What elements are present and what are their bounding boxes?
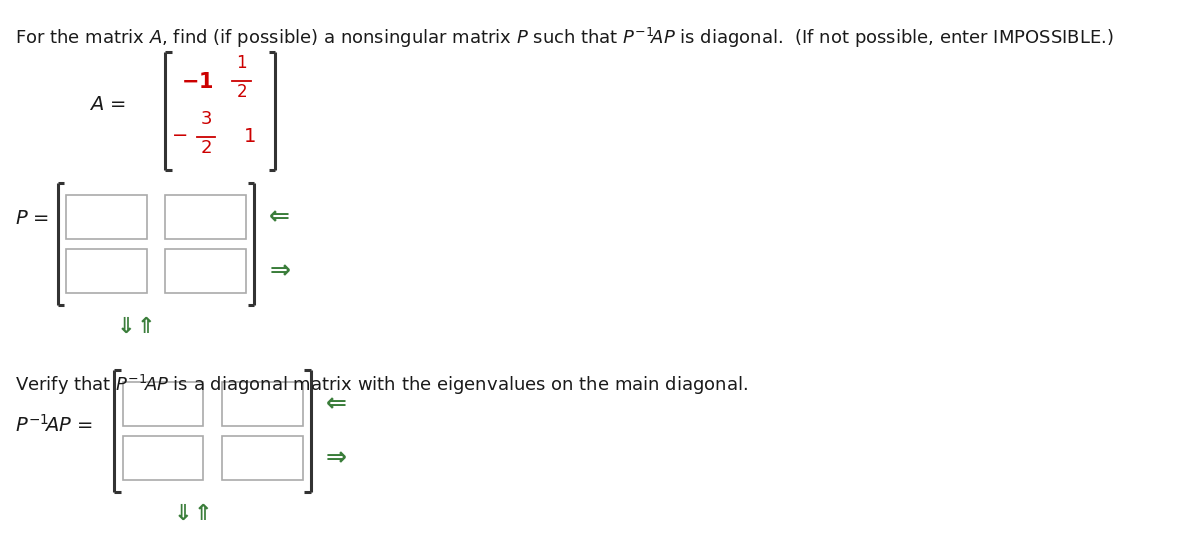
Text: ⇓: ⇓ <box>118 317 136 337</box>
Text: −: − <box>173 127 188 145</box>
Text: ⇐: ⇐ <box>326 392 347 416</box>
Text: ⇑: ⇑ <box>193 504 212 524</box>
Bar <box>166 249 246 293</box>
Bar <box>222 436 302 480</box>
Bar <box>66 249 146 293</box>
Text: $P^{-1}\!AP$ =: $P^{-1}\!AP$ = <box>16 414 94 436</box>
Text: $A$ =: $A$ = <box>89 95 126 114</box>
Text: ⇑: ⇑ <box>137 317 156 337</box>
Text: 2: 2 <box>200 139 211 157</box>
Text: 1: 1 <box>236 54 247 72</box>
Bar <box>122 382 204 426</box>
Bar <box>222 382 302 426</box>
Text: 1: 1 <box>244 127 257 145</box>
Bar <box>122 436 204 480</box>
Text: ⇐: ⇐ <box>269 205 290 229</box>
Text: ⇒: ⇒ <box>326 446 347 470</box>
Text: For the matrix $A$, find (if possible) a nonsingular matrix $P$ such that $P^{-1: For the matrix $A$, find (if possible) a… <box>16 26 1114 50</box>
Text: ⇒: ⇒ <box>269 259 290 283</box>
Text: 3: 3 <box>200 110 211 128</box>
Text: 2: 2 <box>236 83 247 101</box>
Text: $\mathbf{-1}$: $\mathbf{-1}$ <box>181 72 214 92</box>
Text: ⇓: ⇓ <box>174 504 192 524</box>
Bar <box>166 195 246 239</box>
Bar <box>66 195 146 239</box>
Text: $P$ =: $P$ = <box>16 208 49 227</box>
Text: Verify that $P^{-1}\!AP$ is a diagonal matrix with the eigenvalues on the main d: Verify that $P^{-1}\!AP$ is a diagonal m… <box>16 373 748 397</box>
